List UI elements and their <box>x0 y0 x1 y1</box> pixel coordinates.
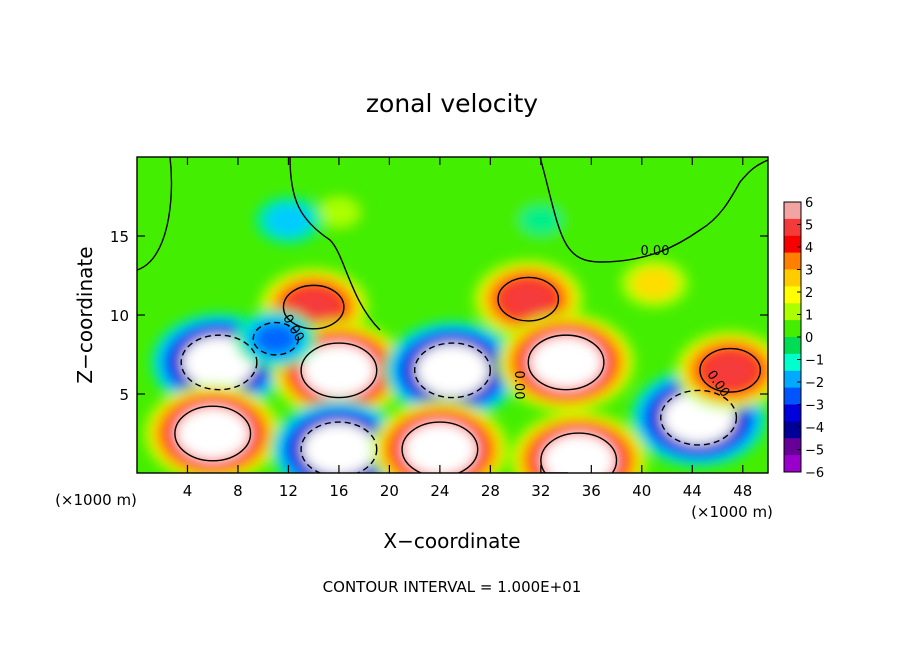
zero-contour-mid <box>289 157 381 331</box>
x-tick-label: 4 <box>183 482 193 500</box>
colorbar-tick-label: 4 <box>805 241 813 256</box>
contour-label: 0.00 <box>511 371 526 400</box>
colorbar-segment <box>784 235 801 254</box>
field-blob <box>252 322 300 356</box>
field-blob <box>520 205 562 235</box>
colorbar-tick-label: 5 <box>805 219 813 234</box>
contour-line <box>401 421 479 473</box>
plot-area: 0.000.000.00 0.00 <box>136 156 769 474</box>
colorbar-tick-label: 0 <box>805 331 813 346</box>
x-axis-unit-right: (×1000 m) <box>691 503 773 521</box>
chart-title: zonal velocity <box>366 89 538 118</box>
colorbar-tick-label: −2 <box>805 376 824 391</box>
colorbar: 6 5 4 3 2 1 0 −1 −2 −3 −4 −5 −6 <box>783 196 824 481</box>
field-blob <box>318 197 360 228</box>
colorbar-segment <box>784 303 801 321</box>
colorbar-tick-label: 2 <box>805 286 813 301</box>
field-blob <box>308 427 370 472</box>
x-tick-label: 36 <box>582 482 601 500</box>
colorbar-tick-label: −3 <box>805 399 824 414</box>
y-tick-label: 15 <box>110 228 129 246</box>
y-axis-label: Z−coordinate <box>73 246 97 383</box>
field-blob <box>308 348 370 393</box>
colorbar-segment <box>784 320 801 338</box>
contour-line <box>282 284 345 330</box>
colorbar-segment <box>784 404 801 422</box>
colorbar-segment <box>784 421 801 439</box>
colorbar-tick-label: −6 <box>805 466 824 481</box>
colorbar-segment <box>784 252 801 270</box>
x-tick-label: 12 <box>279 482 298 500</box>
field-blob <box>265 203 312 237</box>
field-blob <box>548 438 610 473</box>
x-axis: 4 8 12 16 20 24 28 32 36 40 44 48 <box>183 157 752 500</box>
colorbar-segment <box>784 286 801 304</box>
contour-line <box>527 334 605 391</box>
x-tick-label: 20 <box>380 482 399 500</box>
contour-line <box>300 342 378 399</box>
x-tick-label: 8 <box>233 482 243 500</box>
field-blob <box>501 280 555 319</box>
contour-line <box>180 334 258 391</box>
colorbar-segment <box>784 387 801 405</box>
contour-line <box>413 342 492 399</box>
colorbar-tick-label: 1 <box>805 309 813 324</box>
zero-contour-left <box>137 157 173 271</box>
x-tick-label: 44 <box>683 482 702 500</box>
colorbar-segment <box>784 438 801 456</box>
colorbar-tick-label: 3 <box>805 264 813 279</box>
contour-line <box>540 432 618 473</box>
x-axis-label: X−coordinate <box>383 529 520 553</box>
contour-label: 0.00 <box>641 244 670 259</box>
contour-interval-note: CONTOUR INTERVAL = 1.000E+01 <box>323 578 582 596</box>
x-tick-label: 28 <box>481 482 500 500</box>
y-tick-label: 10 <box>110 307 129 325</box>
colorbar-segment <box>784 455 801 473</box>
field-blob <box>188 340 250 385</box>
colorbar-tick-label: −5 <box>805 444 824 459</box>
field-blob <box>631 266 678 300</box>
y-tick-label: 5 <box>119 386 129 404</box>
colorbar-segment <box>784 202 801 220</box>
contour-line <box>660 389 738 446</box>
field-blob <box>409 427 471 472</box>
x-tick-label: 32 <box>531 482 550 500</box>
x-axis-unit-left: (×1000 m) <box>55 491 137 509</box>
colorbar-tick-label: −1 <box>805 354 824 369</box>
field-blob <box>703 351 757 390</box>
contour-line <box>252 321 300 356</box>
colorbar-segment <box>784 218 801 237</box>
zero-contour-upper <box>539 157 768 473</box>
x-tick-label: 40 <box>632 482 651 500</box>
contour-line <box>699 347 762 393</box>
x-tick-label: 48 <box>733 482 752 500</box>
field-blob <box>422 348 483 393</box>
colorbar-segment <box>784 337 801 355</box>
colorbar-tick-label: −4 <box>805 421 824 436</box>
x-tick-label: 24 <box>430 482 449 500</box>
colorbar-segment <box>784 269 801 287</box>
colorbar-segment <box>784 353 801 372</box>
contour-line <box>174 405 252 462</box>
colorbar-segment <box>784 370 801 389</box>
x-tick-label: 16 <box>329 482 348 500</box>
field-blob <box>535 340 597 385</box>
field-blob <box>182 411 244 456</box>
contour-line <box>497 276 560 322</box>
y-axis: 5 10 15 <box>110 228 768 404</box>
colorbar-tick-label: 6 <box>805 196 813 211</box>
contour-line <box>300 421 378 473</box>
contour-lines <box>137 157 768 473</box>
